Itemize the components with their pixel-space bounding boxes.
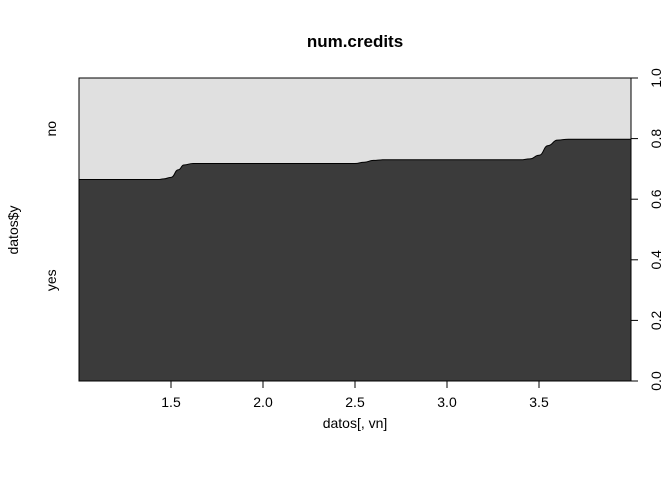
y-tick-label: 0.2 [648, 310, 664, 330]
x-tick-label: 2.5 [345, 394, 365, 410]
category-label-yes: yes [43, 269, 59, 291]
y-tick-label: 0.6 [648, 189, 664, 209]
y-axis-label: datos$y [5, 205, 21, 254]
y-tick-label: 1.0 [648, 68, 664, 88]
x-axis-label: datos[, vn] [323, 415, 388, 431]
x-tick-label: 2.0 [253, 394, 273, 410]
x-tick-label: 3.5 [529, 394, 549, 410]
y-tick-label: 0.4 [648, 250, 664, 270]
series-area-yes [78, 138, 632, 382]
y-tick-label: 0.0 [648, 371, 664, 391]
chart-title: num.credits [307, 32, 403, 51]
y-tick-label: 0.8 [648, 129, 664, 149]
x-tick-label: 3.0 [437, 394, 457, 410]
category-label-no: no [43, 121, 59, 137]
x-tick-label: 1.5 [161, 394, 181, 410]
